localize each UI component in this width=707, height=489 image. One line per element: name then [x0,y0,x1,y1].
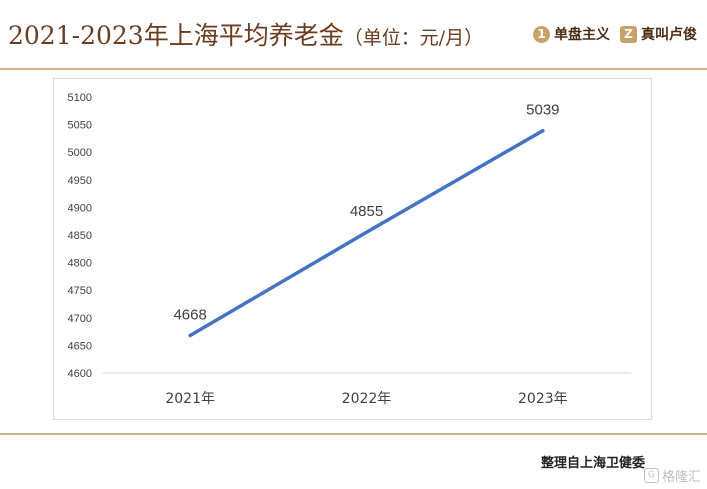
y-tick-label: 4650 [68,340,92,352]
y-tick-label: 5050 [68,120,92,132]
title-unit: （单位：元/月） [343,27,484,49]
y-tick-label: 5000 [68,147,92,159]
y-tick-label: 5100 [68,92,92,104]
source-note: 整理自上海卫健委 [540,456,645,471]
header: 2021-2023年上海平均养老金（单位：元/月） 1 单盘主义 Z 真叫卢俊 [0,0,707,68]
title-text: 2021-2023年上海平均养老金 [8,21,344,50]
logo-text: 真叫卢俊 [641,27,697,43]
header-divider [0,68,707,70]
series-line [188,128,545,338]
y-tick-label: 4900 [68,202,92,214]
logo-mark-icon: 1 [533,25,550,43]
data-label: 4855 [350,203,383,220]
y-tick-label: 4950 [68,175,92,187]
watermark-logo-icon: G [643,468,659,483]
data-label: 5039 [526,102,559,119]
x-tick-label: 2021年 [165,391,215,407]
page-title: 2021-2023年上海平均养老金（单位：元/月） [8,16,483,52]
logo-group: 1 单盘主义 Z 真叫卢俊 [533,24,697,44]
line-chart: 4600 4650 4700 4750 4800 4850 4900 4950 5000 5050… [68,92,631,407]
logo-danpanzhuyi: 1 单盘主义 [533,24,610,44]
logo-mark-icon: Z [620,25,637,43]
y-tick-label: 4600 [68,368,92,380]
chart-container: 4600 4650 4700 4750 4800 4850 4900 4950 5000 5050… [53,78,652,420]
y-tick-label: 4800 [68,258,92,270]
y-tick-label: 4850 [68,230,92,242]
logo-zhenjiaolujun: Z 真叫卢俊 [620,24,697,44]
logo-text: 单盘主义 [554,27,610,43]
watermark: G 格隆汇 [643,466,701,485]
x-tick-label: 2023年 [518,391,568,407]
watermark-text: 格隆汇 [661,470,701,485]
y-tick-label: 4700 [68,313,92,325]
y-tick-label: 4750 [68,285,92,297]
data-label: 4668 [173,306,206,323]
x-tick-label: 2022年 [342,391,392,407]
footer-divider [0,433,707,435]
